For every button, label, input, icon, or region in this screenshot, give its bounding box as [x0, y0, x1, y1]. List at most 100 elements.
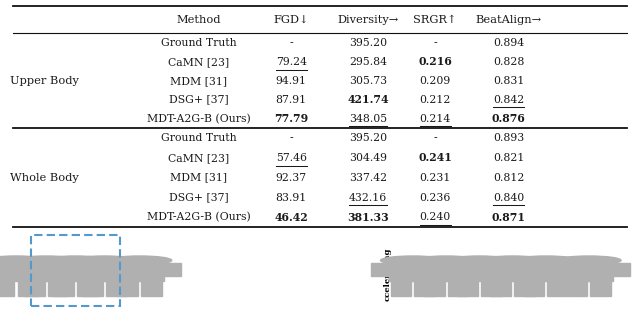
Bar: [24, 281, 45, 295]
Bar: [0, 264, 40, 281]
Bar: [82, 281, 103, 295]
Bar: [17, 281, 38, 295]
Ellipse shape: [108, 256, 172, 265]
Text: 0.894: 0.894: [493, 38, 524, 48]
Ellipse shape: [514, 256, 578, 265]
Bar: [537, 263, 554, 276]
Text: -: -: [433, 133, 437, 143]
Text: 305.73: 305.73: [349, 76, 387, 86]
Text: 0.231: 0.231: [419, 173, 451, 183]
Bar: [98, 263, 115, 276]
Bar: [424, 281, 445, 295]
Bar: [455, 264, 504, 281]
Bar: [504, 263, 522, 276]
Bar: [481, 281, 502, 295]
Bar: [414, 281, 435, 295]
Text: 0.821: 0.821: [493, 153, 525, 163]
Text: 87.91: 87.91: [276, 95, 307, 105]
Text: Diversity→: Diversity→: [337, 15, 399, 24]
Text: 0.831: 0.831: [493, 76, 525, 86]
Bar: [570, 263, 588, 276]
Text: 0.842: 0.842: [493, 95, 524, 105]
Bar: [22, 264, 70, 281]
Text: Ground Truth: Ground Truth: [161, 38, 236, 48]
Text: 92.37: 92.37: [276, 173, 307, 183]
Text: MDM [31]: MDM [31]: [170, 173, 227, 183]
Bar: [47, 281, 68, 295]
Text: -: -: [289, 38, 293, 48]
Text: 421.74: 421.74: [348, 94, 388, 105]
Bar: [0, 281, 15, 295]
Bar: [4, 263, 22, 276]
Text: CaMN [23]: CaMN [23]: [168, 57, 229, 67]
Bar: [77, 281, 98, 295]
Bar: [457, 281, 478, 295]
Text: 0.236: 0.236: [419, 192, 451, 203]
Ellipse shape: [14, 256, 78, 265]
Bar: [422, 264, 470, 281]
Text: Whole Body: Whole Body: [10, 173, 79, 183]
Text: MDT-A2G-B (Ours): MDT-A2G-B (Ours): [147, 113, 250, 124]
Text: MDM [31]: MDM [31]: [170, 76, 227, 86]
Text: 395.20: 395.20: [349, 133, 387, 143]
Text: 395.20: 395.20: [349, 38, 387, 48]
Ellipse shape: [72, 256, 136, 265]
Text: SRGR↑: SRGR↑: [413, 15, 457, 24]
Text: 83.91: 83.91: [276, 192, 307, 203]
Ellipse shape: [447, 256, 511, 265]
Text: 0.893: 0.893: [493, 133, 524, 143]
Text: Ground Truth: Ground Truth: [161, 133, 236, 143]
Bar: [564, 264, 613, 281]
Bar: [117, 281, 138, 295]
Text: 0.209: 0.209: [420, 76, 451, 86]
Text: 348.05: 348.05: [349, 114, 387, 124]
Text: ccelerating: ccelerating: [383, 247, 391, 301]
Bar: [547, 263, 564, 276]
Bar: [514, 281, 535, 295]
Bar: [100, 263, 117, 276]
Bar: [490, 281, 511, 295]
Bar: [547, 281, 568, 295]
Bar: [164, 263, 181, 276]
Text: 0.840: 0.840: [493, 192, 524, 203]
Text: 432.16: 432.16: [349, 192, 387, 203]
Bar: [40, 263, 58, 276]
Bar: [470, 263, 488, 276]
Text: 57.46: 57.46: [276, 153, 307, 163]
Ellipse shape: [414, 256, 478, 265]
Bar: [447, 281, 468, 295]
Text: 0.212: 0.212: [419, 95, 451, 105]
Bar: [437, 263, 454, 276]
Text: 46.42: 46.42: [275, 212, 308, 223]
Bar: [524, 281, 545, 295]
Bar: [471, 263, 488, 276]
Bar: [115, 264, 164, 281]
Text: 77.79: 77.79: [274, 113, 308, 124]
Bar: [390, 281, 412, 295]
Ellipse shape: [481, 256, 545, 265]
Bar: [106, 281, 127, 295]
Text: 0.871: 0.871: [492, 212, 526, 223]
Text: 0.216: 0.216: [419, 56, 452, 67]
Text: 0.812: 0.812: [493, 173, 525, 183]
Text: -: -: [289, 133, 293, 143]
Text: 0.240: 0.240: [420, 212, 451, 222]
Text: 381.33: 381.33: [347, 212, 389, 223]
Text: DSG+ [37]: DSG+ [37]: [168, 192, 228, 203]
Ellipse shape: [381, 256, 445, 265]
Text: Method: Method: [176, 15, 221, 24]
Text: 304.49: 304.49: [349, 153, 387, 163]
Text: 0.241: 0.241: [419, 152, 452, 163]
Bar: [70, 263, 88, 276]
Bar: [31, 235, 120, 306]
Text: -: -: [433, 38, 437, 48]
Text: DSG+ [37]: DSG+ [37]: [168, 95, 228, 105]
Bar: [613, 263, 630, 276]
Bar: [488, 264, 537, 281]
Text: 79.24: 79.24: [276, 57, 307, 67]
Bar: [141, 281, 162, 295]
Text: FGD↓: FGD↓: [273, 15, 309, 24]
Text: 337.42: 337.42: [349, 173, 387, 183]
Bar: [566, 281, 588, 295]
Bar: [404, 263, 422, 276]
